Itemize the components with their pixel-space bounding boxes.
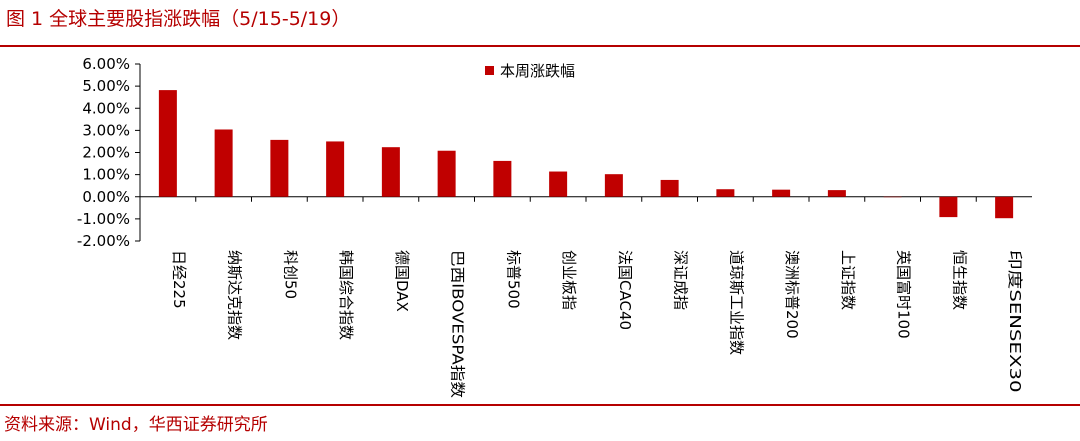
x-tick-label: 巴西IBOVESPA指数: [449, 250, 467, 398]
svg-text:上证指数: 上证指数: [839, 250, 857, 310]
svg-text:创业板指: 创业板指: [560, 250, 578, 310]
svg-text:道琼斯工业指数: 道琼斯工业指数: [727, 250, 745, 355]
y-tick-label: 4.00%: [82, 99, 130, 117]
svg-text:恒生指数: 恒生指数: [950, 250, 968, 310]
svg-text:科创50: 科创50: [281, 250, 299, 299]
y-axis: 6.00% 5.00% 4.00% 3.00% 2.00% 1.00% 0.00% -1.00…: [77, 55, 1032, 250]
x-tick-label: 标普500: [504, 250, 522, 309]
legend: 本周涨跌幅: [485, 62, 575, 80]
y-tick-label: 5.00%: [82, 77, 130, 95]
x-tick-label: 印度SENSEX30: [1006, 250, 1024, 393]
bar: [214, 129, 233, 197]
svg-text:印度SENSEX30: 印度SENSEX30: [1006, 250, 1024, 393]
bar: [939, 196, 958, 218]
svg-text:澳洲标普200: 澳洲标普200: [783, 250, 801, 339]
x-tick-label: 上证指数: [839, 250, 857, 310]
svg-text:法国CAC40: 法国CAC40: [616, 250, 634, 330]
legend-swatch: [485, 66, 494, 75]
bar: [772, 189, 791, 197]
bar: [827, 190, 846, 197]
svg-text:英国富时100: 英国富时100: [895, 250, 913, 339]
y-tick-label: 6.00%: [82, 55, 130, 73]
svg-text:纳斯达克指数: 纳斯达克指数: [226, 250, 244, 340]
y-tick-label: 2.00%: [82, 144, 130, 162]
title-divider: [0, 45, 1080, 47]
legend-label: 本周涨跌幅: [500, 62, 575, 80]
x-tick-label: 日经225: [170, 250, 188, 309]
x-axis-labels: 日经225 纳斯达克指数 科创50 韩国综合指数 德国DAX 巴西IBOVESPA指数 标普…: [170, 250, 1024, 398]
bar: [716, 189, 735, 197]
x-tick-label: 韩国综合指数: [337, 250, 355, 340]
bar: [660, 179, 679, 197]
x-tick-label: 科创50: [281, 250, 299, 299]
bar: [549, 171, 568, 197]
bar: [995, 196, 1014, 219]
svg-text:日经225: 日经225: [170, 250, 188, 309]
x-tick-label: 恒生指数: [950, 250, 968, 310]
bar: [270, 139, 289, 197]
footer-divider: [0, 404, 1080, 406]
x-tick-label: 深证成指: [672, 250, 690, 310]
bar-chart: 6.00% 5.00% 4.00% 3.00% 2.00% 1.00% 0.00% -1.00…: [77, 55, 1032, 398]
bar-series: [158, 90, 1014, 219]
figure-title: 图 1 全球主要股指涨跌幅（5/15-5/19）: [6, 8, 351, 30]
svg-text:德国DAX: 德国DAX: [393, 250, 411, 312]
x-tick-label: 纳斯达克指数: [226, 250, 244, 340]
svg-text:巴西IBOVESPA指数: 巴西IBOVESPA指数: [449, 250, 467, 398]
bar: [381, 147, 400, 197]
y-tick-label: -1.00%: [77, 210, 130, 228]
svg-text:标普500: 标普500: [504, 250, 522, 309]
bar: [437, 150, 456, 197]
bar: [604, 174, 623, 197]
x-tick-label: 德国DAX: [393, 250, 411, 312]
x-tick-label: 法国CAC40: [616, 250, 634, 330]
x-tick-label: 澳洲标普200: [783, 250, 801, 339]
y-tick-label: 3.00%: [82, 121, 130, 139]
bar: [158, 90, 177, 197]
svg-text:深证成指: 深证成指: [672, 250, 690, 310]
x-tick-label: 创业板指: [560, 250, 578, 310]
source-note: 资料来源：Wind，华西证券研究所: [4, 415, 268, 435]
y-tick-label: -2.00%: [77, 232, 130, 250]
x-tick-label: 道琼斯工业指数: [727, 250, 745, 355]
bar: [326, 141, 345, 197]
y-tick-label: 0.00%: [82, 188, 130, 206]
bar: [493, 160, 512, 197]
y-tick-label: 1.00%: [82, 166, 130, 184]
svg-text:韩国综合指数: 韩国综合指数: [337, 250, 355, 340]
x-tick-label: 英国富时100: [895, 250, 913, 339]
